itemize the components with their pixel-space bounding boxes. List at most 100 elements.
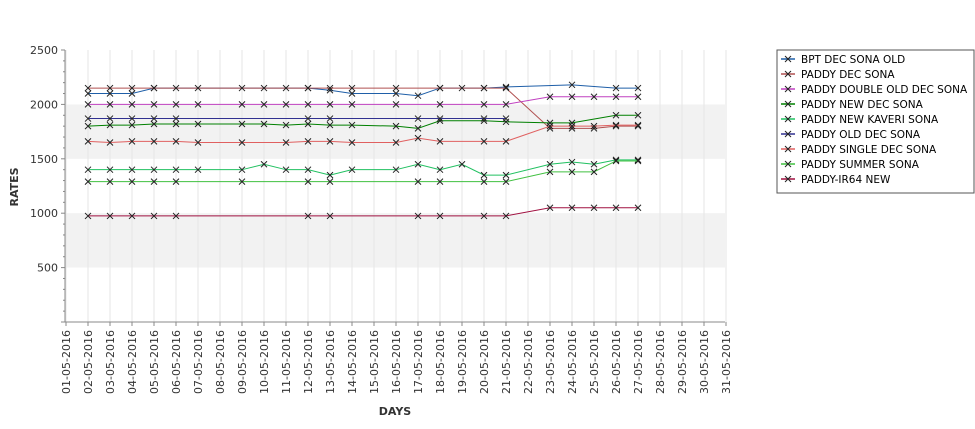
data-point xyxy=(414,115,422,122)
y-axis-title: RATES xyxy=(8,167,21,206)
data-point xyxy=(150,166,158,174)
data-point xyxy=(238,101,246,108)
data-point xyxy=(502,171,510,179)
data-point xyxy=(172,101,180,108)
series-paddy-new-dec-sona xyxy=(84,111,642,132)
data-point xyxy=(304,138,312,145)
x-tick-label: 02-05-2016 xyxy=(82,330,95,394)
legend-marker xyxy=(784,70,792,78)
data-point xyxy=(106,178,114,186)
legend-item: PADDY NEW KAVERI SONA xyxy=(781,114,939,126)
x-tick-label: 13-05-2016 xyxy=(324,330,337,394)
y-tick-label: 2000 xyxy=(30,98,58,111)
legend-item: PADDY SINGLE DEC SONA xyxy=(781,144,937,156)
data-point xyxy=(590,122,598,130)
data-point xyxy=(634,122,642,130)
legend-label: PADDY SINGLE DEC SONA xyxy=(801,144,937,156)
data-point xyxy=(84,115,92,122)
data-point xyxy=(84,90,92,97)
data-point xyxy=(612,157,620,165)
data-point xyxy=(480,212,488,220)
data-point xyxy=(304,212,312,220)
data-point xyxy=(634,121,642,129)
data-point xyxy=(414,124,422,132)
data-point xyxy=(84,84,92,92)
data-point xyxy=(172,120,180,128)
data-point xyxy=(106,115,114,122)
data-point xyxy=(502,83,510,91)
data-point xyxy=(348,139,356,146)
data-point xyxy=(392,122,400,130)
data-point xyxy=(84,178,92,186)
band-500-1000 xyxy=(65,213,725,268)
data-point xyxy=(392,90,400,97)
x-tick-label: 04-05-2016 xyxy=(126,330,139,394)
series-line xyxy=(88,207,638,217)
x-tick-label: 17-05-2016 xyxy=(412,330,425,394)
data-point xyxy=(590,204,598,212)
data-point xyxy=(480,178,488,186)
series-paddy-dec-sona xyxy=(84,84,642,132)
x-tick-label: 06-05-2016 xyxy=(170,330,183,394)
data-point xyxy=(304,120,312,128)
data-point xyxy=(612,122,620,130)
data-point xyxy=(84,212,92,220)
legend-label: PADDY-IR64 NEW xyxy=(801,174,891,186)
data-point xyxy=(414,134,422,142)
data-point xyxy=(106,84,114,92)
data-point xyxy=(238,84,246,92)
legend-item: PADDY OLD DEC SONA xyxy=(781,129,921,141)
data-point xyxy=(590,93,598,101)
data-point xyxy=(348,84,356,92)
data-point xyxy=(260,120,268,128)
data-point xyxy=(84,166,92,174)
data-point xyxy=(128,212,136,220)
data-point xyxy=(546,119,554,127)
series-paddy-single-dec-sona xyxy=(84,121,642,146)
y-tick-label: 1500 xyxy=(30,153,58,166)
series-line xyxy=(88,84,638,97)
series-paddy-double-old-dec-sona xyxy=(84,93,642,108)
data-point xyxy=(348,166,356,174)
x-tick-label: 08-05-2016 xyxy=(214,330,227,394)
data-point xyxy=(414,92,422,100)
x-tick-label: 18-05-2016 xyxy=(434,330,447,394)
legend-label: PADDY NEW KAVERI SONA xyxy=(801,114,939,126)
data-point xyxy=(282,166,290,174)
data-point xyxy=(436,84,444,92)
data-point xyxy=(612,204,620,212)
data-point xyxy=(634,93,642,101)
x-tick-label: 31-05-2016 xyxy=(720,330,733,394)
data-point xyxy=(480,138,488,145)
legend-marker xyxy=(784,100,792,108)
data-point xyxy=(612,84,620,92)
data-point xyxy=(128,166,136,174)
x-tick-label: 07-05-2016 xyxy=(192,330,205,394)
data-point xyxy=(546,168,554,176)
data-point xyxy=(568,122,576,130)
legend-label: PADDY DEC SONA xyxy=(801,69,895,81)
data-point xyxy=(84,138,92,145)
x-tick-label: 24-05-2016 xyxy=(566,330,579,394)
data-point xyxy=(128,121,136,129)
data-point xyxy=(348,90,356,97)
data-point xyxy=(612,121,620,129)
legend-marker xyxy=(784,115,792,123)
series-paddy-ir64-new xyxy=(84,204,642,220)
legend-label: PADDY DOUBLE OLD DEC SONA xyxy=(801,84,968,96)
data-point xyxy=(634,156,642,164)
data-point xyxy=(568,158,576,166)
x-tick-label: 05-05-2016 xyxy=(148,330,161,394)
data-point xyxy=(568,81,576,89)
data-point xyxy=(502,212,510,220)
legend-item: PADDY-IR64 NEW xyxy=(781,174,891,186)
data-point xyxy=(568,168,576,176)
x-tick-label: 15-05-2016 xyxy=(368,330,381,394)
data-point xyxy=(172,178,180,186)
legend-item: PADDY DOUBLE OLD DEC SONA xyxy=(781,84,968,96)
data-point xyxy=(128,178,136,186)
data-point xyxy=(106,166,114,174)
data-point xyxy=(414,212,422,220)
axes xyxy=(61,49,727,326)
